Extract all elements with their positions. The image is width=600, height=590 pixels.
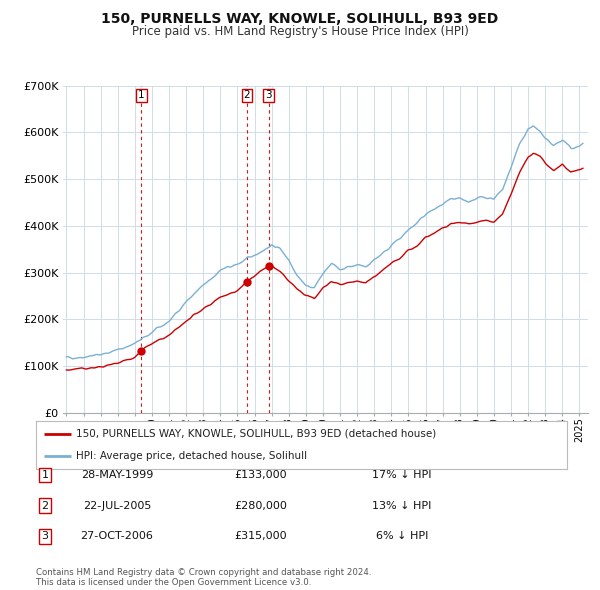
- Text: 1: 1: [41, 470, 49, 480]
- Text: 27-OCT-2006: 27-OCT-2006: [80, 532, 154, 541]
- Text: 22-JUL-2005: 22-JUL-2005: [83, 501, 151, 510]
- Text: 6% ↓ HPI: 6% ↓ HPI: [376, 532, 428, 541]
- Text: 150, PURNELLS WAY, KNOWLE, SOLIHULL, B93 9ED (detached house): 150, PURNELLS WAY, KNOWLE, SOLIHULL, B93…: [76, 429, 436, 439]
- Text: 2: 2: [244, 90, 250, 100]
- Text: £280,000: £280,000: [235, 501, 287, 510]
- Text: £315,000: £315,000: [235, 532, 287, 541]
- Text: 150, PURNELLS WAY, KNOWLE, SOLIHULL, B93 9ED: 150, PURNELLS WAY, KNOWLE, SOLIHULL, B93…: [101, 12, 499, 26]
- Text: 2: 2: [41, 501, 49, 510]
- Text: HPI: Average price, detached house, Solihull: HPI: Average price, detached house, Soli…: [76, 451, 307, 461]
- Text: Price paid vs. HM Land Registry's House Price Index (HPI): Price paid vs. HM Land Registry's House …: [131, 25, 469, 38]
- Text: £133,000: £133,000: [235, 470, 287, 480]
- Text: 1: 1: [138, 90, 145, 100]
- Text: Contains HM Land Registry data © Crown copyright and database right 2024.
This d: Contains HM Land Registry data © Crown c…: [36, 568, 371, 587]
- Text: 28-MAY-1999: 28-MAY-1999: [81, 470, 153, 480]
- Text: 3: 3: [265, 90, 272, 100]
- Text: 13% ↓ HPI: 13% ↓ HPI: [373, 501, 431, 510]
- Text: 3: 3: [41, 532, 49, 541]
- Text: 17% ↓ HPI: 17% ↓ HPI: [372, 470, 432, 480]
